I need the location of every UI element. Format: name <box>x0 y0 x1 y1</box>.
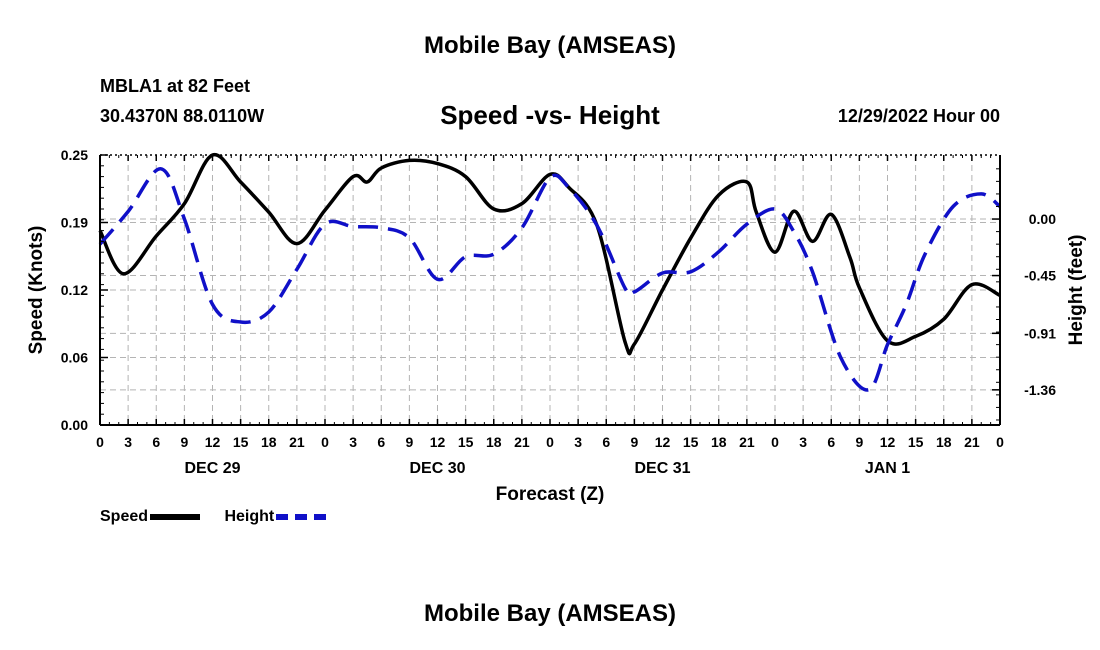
x-tick-label: 12 <box>880 434 896 450</box>
day-label: JAN 1 <box>865 460 910 477</box>
x-tick-label: 18 <box>936 434 952 450</box>
x-tick-label: 3 <box>349 434 357 450</box>
day-label: DEC 29 <box>184 460 240 477</box>
x-tick-label: 3 <box>124 434 132 450</box>
day-label: DEC 31 <box>634 460 690 477</box>
x-tick-label: 9 <box>180 434 188 450</box>
y-tick-label-left: 0.06 <box>61 350 88 366</box>
y-tick-label-right: -0.91 <box>1024 325 1056 341</box>
y-tick-label-right: 0.00 <box>1029 211 1056 227</box>
x-tick-label: 6 <box>152 434 160 450</box>
x-tick-label: 9 <box>855 434 863 450</box>
legend-item-speed: Speed <box>100 508 201 526</box>
y-tick-label-right: -1.36 <box>1024 382 1056 398</box>
x-tick-label: 15 <box>683 434 699 450</box>
main-title: Mobile Bay (AMSEAS) <box>423 32 677 59</box>
station-label: MBLA1 at 82 Feet <box>100 76 251 96</box>
x-tick-label: 0 <box>996 434 1004 450</box>
x-tick-label: 18 <box>711 434 727 450</box>
x-tick-label: 21 <box>964 434 980 450</box>
grid-lines <box>100 155 1000 425</box>
y-tick-label-right: -0.45 <box>1024 268 1056 284</box>
legend-item-height: Height <box>224 508 327 526</box>
x-tick-label: 12 <box>205 434 221 450</box>
x-tick-label: 15 <box>908 434 924 450</box>
legend-label-speed: Speed <box>100 508 149 525</box>
x-tick-label: 18 <box>486 434 502 450</box>
y-axis-title-right: Height (feet) <box>1066 235 1087 346</box>
series-line-speed <box>98 152 1001 356</box>
x-tick-label: 0 <box>546 434 554 450</box>
y-tick-label-left: 0.25 <box>61 147 88 163</box>
x-tick-label: 15 <box>233 434 249 450</box>
axes <box>99 154 1001 426</box>
station-coordinates: 30.4370N 88.0110W <box>100 106 265 126</box>
x-tick-label: 21 <box>514 434 530 450</box>
legend: Speed Height <box>100 508 346 526</box>
chart-subtitle: Speed -vs- Height <box>440 100 660 130</box>
legend-swatch-height <box>276 513 327 520</box>
x-tick-label: 18 <box>261 434 277 450</box>
x-tick-label: 0 <box>321 434 329 450</box>
forecast-datetime: 12/29/2022 Hour 00 <box>837 106 1000 126</box>
legend-swatch-speed <box>150 513 201 520</box>
x-axis-title: Forecast (Z) <box>496 484 605 505</box>
legend-label-height: Height <box>224 508 275 525</box>
series-lines <box>98 152 1002 392</box>
y-tick-label-left: 0.19 <box>61 215 88 231</box>
x-tick-label: 21 <box>289 434 305 450</box>
x-tick-label: 0 <box>771 434 779 450</box>
x-tick-label: 21 <box>739 434 755 450</box>
x-tick-label: 0 <box>96 434 104 450</box>
x-tick-label: 3 <box>574 434 582 450</box>
x-tick-label: 12 <box>655 434 671 450</box>
x-tick-label: 6 <box>377 434 385 450</box>
series-line-height <box>98 167 1002 392</box>
y-tick-label-left: 0.00 <box>61 417 88 433</box>
x-tick-label: 12 <box>430 434 446 450</box>
x-tick-label: 3 <box>799 434 807 450</box>
y-tick-label-left: 0.12 <box>61 282 88 298</box>
y-axis-title-left: Speed (Knots) <box>26 226 47 355</box>
day-label: DEC 30 <box>409 460 465 477</box>
x-tick-label: 6 <box>827 434 835 450</box>
x-tick-label: 15 <box>458 434 474 450</box>
second-chart-title: Mobile Bay (AMSEAS) <box>423 600 677 627</box>
axis-labels: 0 3 6 9 12 15 18 21 0 3 6 9 12 15 18 21 0 3 6 9 12 15 18 21 0 3 6 9… <box>26 147 1087 505</box>
x-tick-label: 9 <box>630 434 638 450</box>
x-tick-label: 9 <box>405 434 413 450</box>
x-tick-label: 6 <box>602 434 610 450</box>
